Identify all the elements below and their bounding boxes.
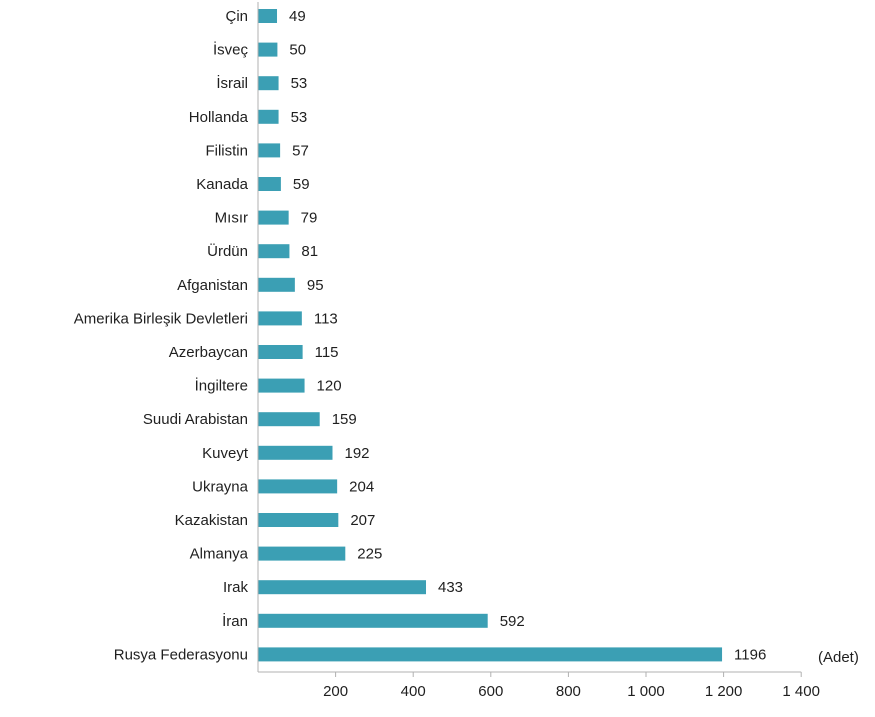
bar — [258, 277, 295, 292]
bar — [258, 76, 279, 91]
x-tick-label: 200 — [323, 683, 348, 700]
category-label: Amerika Birleşik Devletleri — [74, 310, 248, 327]
bar — [258, 412, 320, 427]
unit-label: (Adet) — [818, 649, 859, 666]
category-label: Almanya — [190, 546, 249, 563]
category-label: Suudi Arabistan — [143, 411, 248, 428]
bar — [258, 345, 303, 359]
category-label: İsveç — [213, 41, 249, 59]
category-label: Azerbaycan — [169, 344, 248, 361]
bar — [258, 445, 333, 460]
bar — [258, 546, 346, 561]
value-label: 1196 — [734, 646, 766, 663]
bar — [258, 580, 427, 595]
value-label: 50 — [289, 42, 306, 59]
category-label: Ukrayna — [192, 478, 249, 495]
x-tick-label: 400 — [401, 683, 426, 700]
category-label: Filistin — [205, 142, 248, 159]
category-label: İngiltere — [195, 377, 248, 395]
value-label: 225 — [357, 546, 382, 563]
bar — [258, 9, 278, 23]
value-label: 204 — [349, 478, 374, 495]
value-label: 59 — [293, 176, 310, 193]
x-axis: 200 400 600 800 1 000 1 200 1 400 — [257, 2, 820, 700]
x-tick-label: 1 000 — [627, 683, 665, 700]
category-label: Hollanda — [189, 109, 249, 126]
value-label: 49 — [289, 8, 306, 25]
x-tick-label: 1 400 — [782, 683, 820, 700]
x-tick-label: 600 — [478, 683, 503, 700]
value-label: 113 — [314, 310, 338, 327]
category-label: Kuveyt — [202, 445, 249, 462]
category-label: Kanada — [196, 176, 248, 193]
value-label: 57 — [292, 142, 309, 159]
value-label: 592 — [500, 613, 525, 630]
value-label: 433 — [438, 579, 463, 596]
bar — [258, 109, 279, 124]
bar — [258, 378, 305, 393]
bar — [258, 513, 339, 527]
category-label: İsrail — [216, 74, 248, 92]
bar — [258, 613, 488, 628]
bar — [258, 311, 302, 326]
bar — [258, 42, 278, 57]
x-tick-label: 800 — [556, 683, 581, 700]
value-label: 192 — [344, 445, 369, 462]
category-label: Mısır — [215, 210, 248, 227]
category-label: Irak — [223, 579, 249, 596]
x-tick-label: 1 200 — [705, 683, 743, 700]
value-label: 115 — [315, 344, 339, 361]
category-label: İran — [222, 612, 248, 630]
category-label: Afganistan — [177, 277, 248, 294]
value-label: 53 — [291, 109, 308, 126]
value-label: 95 — [307, 277, 324, 294]
bars-layer: Çin 49 İsveç 50 İsrail 53 Hollanda 53 Filistin 57… — [74, 8, 767, 663]
value-label: 79 — [301, 210, 318, 227]
value-label: 81 — [301, 243, 318, 260]
value-label: 53 — [291, 75, 308, 92]
bar — [258, 244, 290, 259]
bar — [258, 177, 281, 191]
bar — [258, 210, 289, 225]
value-label: 120 — [317, 378, 342, 395]
bar — [258, 143, 281, 158]
category-label: Rusya Federasyonu — [114, 646, 248, 663]
bar — [258, 647, 723, 662]
value-label: 207 — [350, 512, 375, 529]
category-label: Çin — [225, 8, 248, 25]
category-label: Ürdün — [207, 242, 248, 260]
category-label: Kazakistan — [175, 512, 248, 529]
value-label: 159 — [332, 411, 357, 428]
bar — [258, 479, 338, 494]
